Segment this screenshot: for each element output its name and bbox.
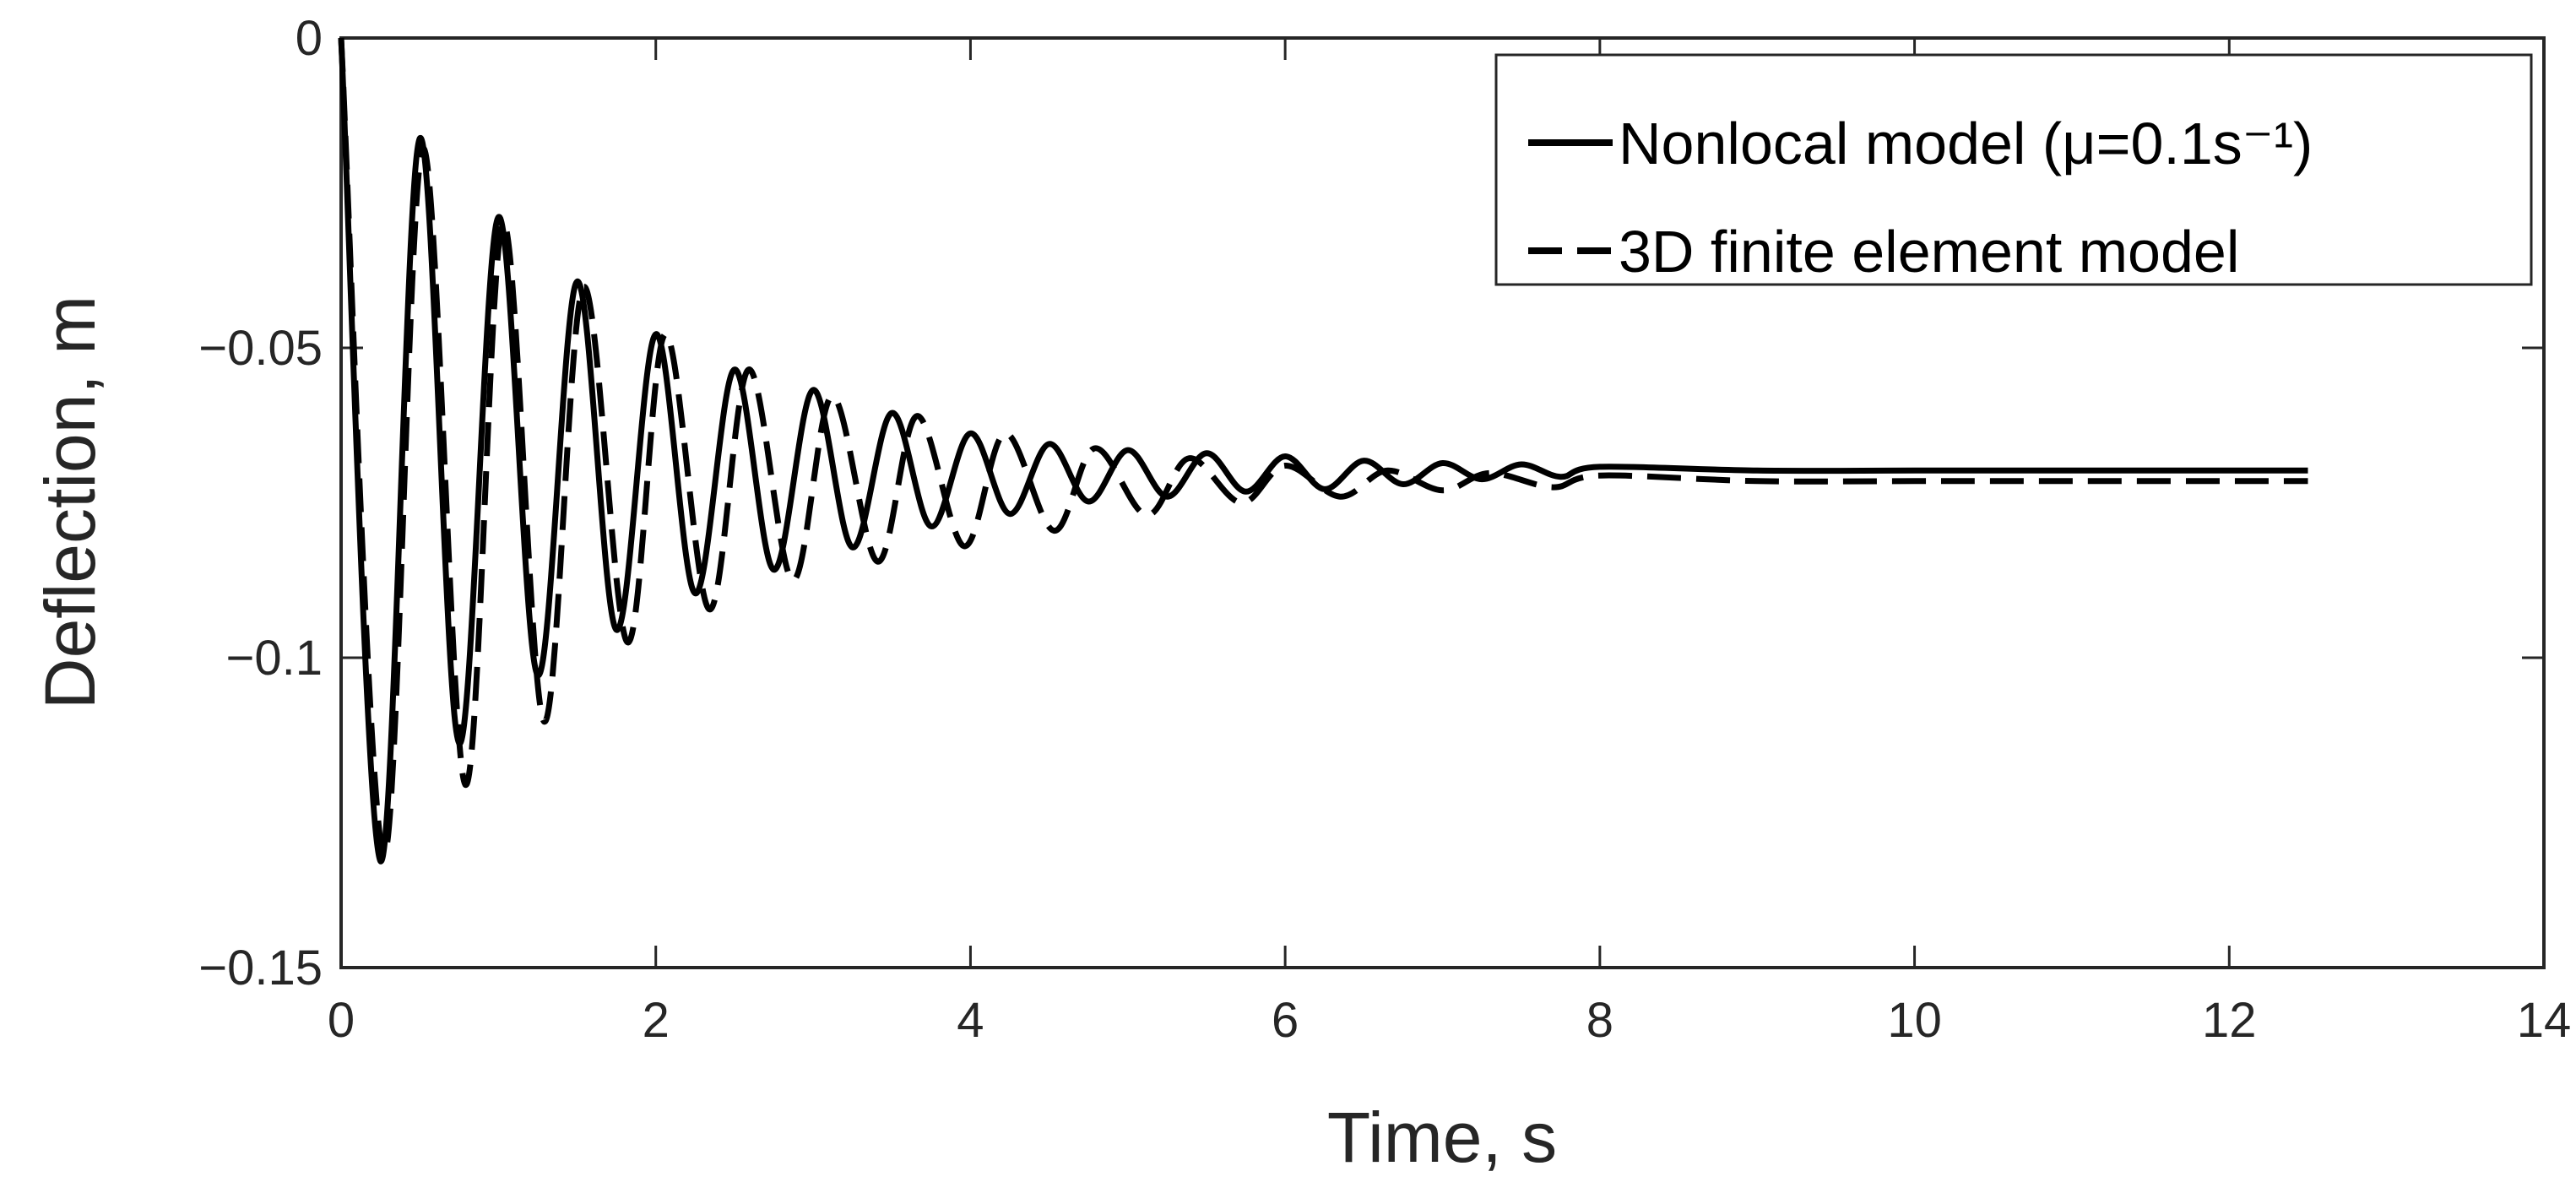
x-axis-label: Time, s — [1327, 1098, 1557, 1177]
x-tick-label: 14 — [2517, 993, 2572, 1048]
series-lines — [338, 37, 2308, 865]
legend: Nonlocal model (μ=0.1s⁻¹) 3D finite elem… — [1494, 53, 2533, 286]
plot-area — [339, 36, 2546, 969]
legend-box — [1494, 53, 2533, 286]
x-tick-label: 0 — [328, 993, 355, 1048]
legend-label-fem: 3D finite element model — [1619, 219, 2239, 285]
y-tick-label: −0.05 — [198, 321, 323, 376]
x-tick-label: 4 — [957, 993, 984, 1048]
x-tick-label: 12 — [2202, 993, 2257, 1048]
y-tick-label: −0.1 — [226, 631, 323, 686]
series-line-nonlocal — [338, 37, 2308, 865]
x-tick-label: 10 — [1887, 993, 1942, 1048]
x-tick-label: 2 — [643, 993, 670, 1048]
y-axis-label: Deflection, m — [30, 296, 110, 709]
x-tick-label: 6 — [1272, 993, 1299, 1048]
legend-label-nonlocal: Nonlocal model (μ=0.1s⁻¹) — [1619, 111, 2313, 176]
x-tick-label: 8 — [1586, 993, 1613, 1048]
series-line-fem — [338, 37, 2308, 858]
axis-tick-labels: 0 2 4 6 8 10 12 14 0 −0.05 −0.1 −0.15 — [198, 11, 2571, 1048]
y-tick-label: −0.15 — [198, 941, 323, 995]
y-tick-label: 0 — [296, 11, 323, 66]
